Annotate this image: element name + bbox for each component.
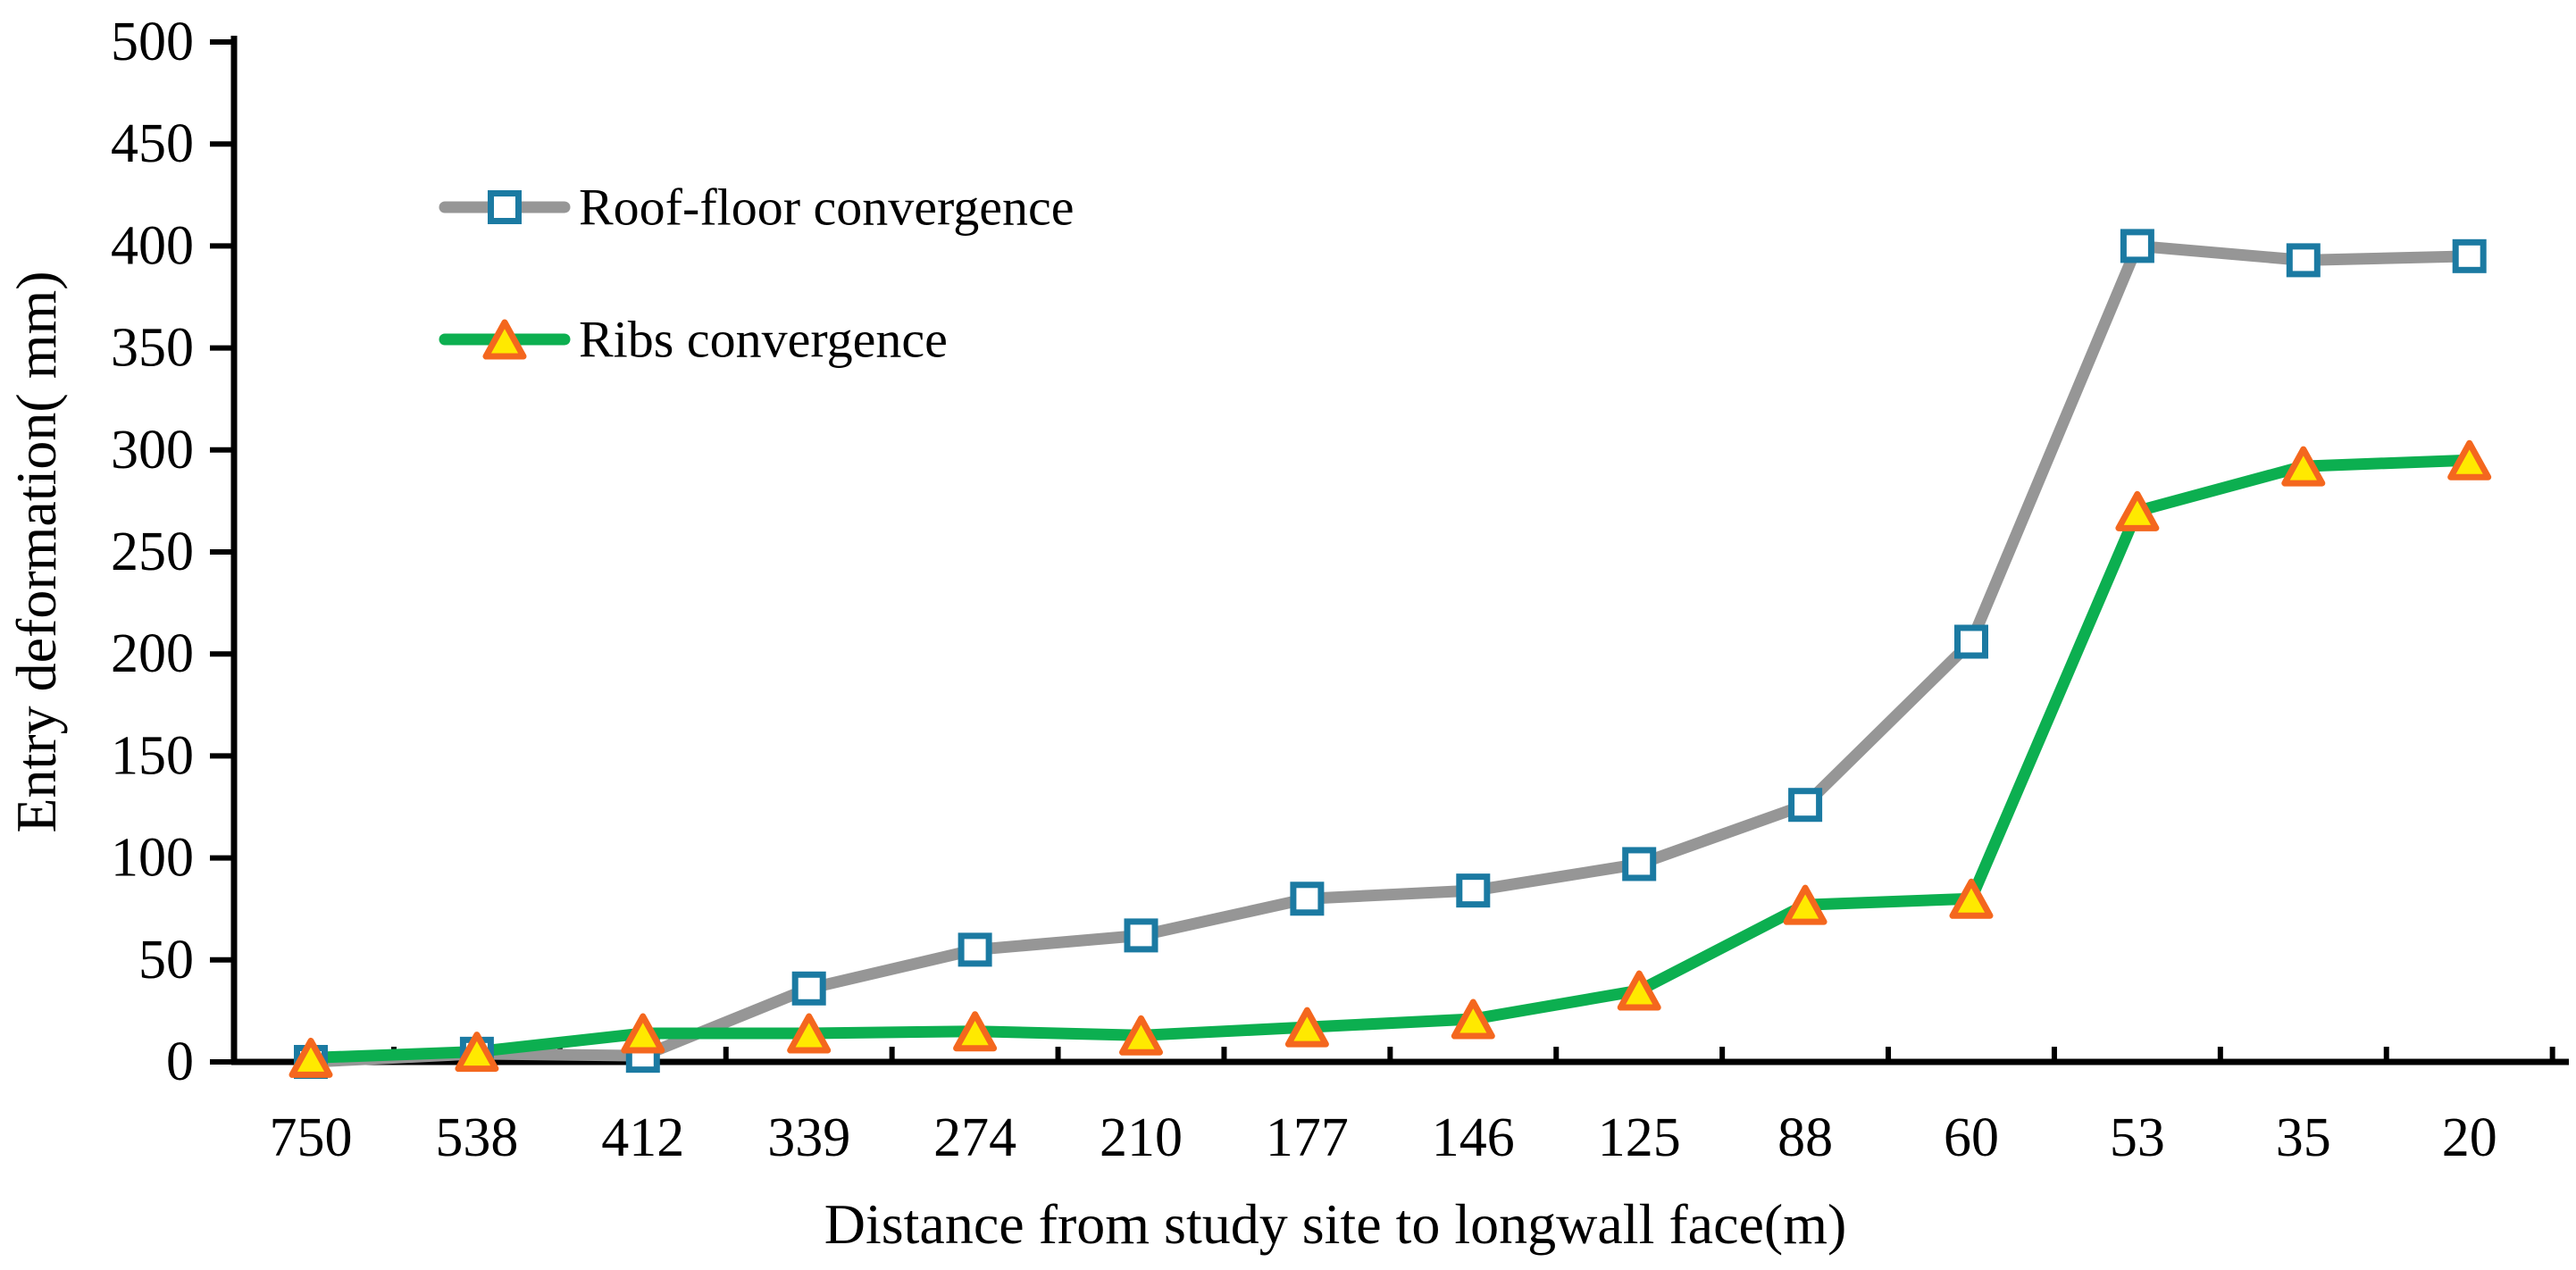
data-point-marker-triangle	[1119, 1015, 1163, 1056]
y-tick-label: 150	[111, 725, 194, 786]
legend-square-marker-icon	[488, 190, 522, 224]
x-tick-label: 210	[1100, 1107, 1183, 1168]
data-point-marker-square	[791, 971, 826, 1006]
x-tick-label: 20	[2442, 1107, 2497, 1168]
legend-triangle-marker-icon	[482, 319, 527, 360]
data-point-marker-square	[1622, 847, 1657, 881]
x-tick-label: 538	[435, 1107, 518, 1168]
y-tick-label: 500	[111, 12, 194, 72]
legend-label: Roof-floor convergence	[579, 179, 1075, 237]
data-point-marker-square	[1954, 624, 1988, 659]
data-point-marker-square	[1456, 873, 1491, 908]
x-tick-label: 750	[270, 1107, 353, 1168]
x-tick-label: 177	[1266, 1107, 1349, 1168]
legend: Roof-floor convergence Ribs convergence	[439, 179, 1075, 369]
x-axis-title: Distance from study site to longwall fac…	[824, 1192, 1847, 1256]
y-tick-label: 200	[111, 623, 194, 684]
data-point-marker-triangle	[621, 1013, 665, 1054]
y-tick-label: 450	[111, 113, 194, 174]
x-tick-label: 274	[933, 1107, 1016, 1168]
x-tick-label: 339	[767, 1107, 850, 1168]
legend-item-ribs-convergence: Ribs convergence	[439, 311, 948, 369]
data-point-marker-square	[2120, 229, 2154, 263]
data-point-marker-triangle	[1284, 1007, 1329, 1048]
series-line-roof-floor-convergence	[305, 239, 2476, 1068]
legend-label: Ribs convergence	[579, 311, 948, 369]
x-tick-label: 88	[1777, 1107, 1833, 1168]
data-point-marker-triangle	[2447, 439, 2492, 480]
data-point-marker-square	[2286, 243, 2321, 278]
x-tick-label: 125	[1598, 1107, 1681, 1168]
x-tick-label: 146	[1432, 1107, 1515, 1168]
data-point-marker-triangle	[953, 1011, 998, 1052]
data-point-marker-triangle	[1783, 884, 1827, 925]
data-point-marker-square	[2452, 238, 2487, 273]
data-point-marker-square	[1290, 881, 1325, 916]
y-tick-label: 350	[111, 318, 194, 379]
y-tick-label: 50	[138, 930, 194, 990]
x-tick-label: 412	[601, 1107, 684, 1168]
data-point-marker-square	[958, 932, 992, 967]
series-markers-ribs-convergence	[289, 439, 2492, 1078]
x-tick-label: 35	[2276, 1107, 2331, 1168]
series-line-ribs-convergence	[305, 454, 2476, 1064]
data-point-marker-triangle	[2281, 446, 2326, 487]
y-tick-label: 300	[111, 420, 194, 480]
data-point-marker-triangle	[455, 1032, 499, 1073]
data-point-marker-triangle	[1617, 970, 1661, 1011]
x-tick-label: 53	[2110, 1107, 2165, 1168]
y-axis-title: Entry deformation( mm)	[4, 271, 68, 832]
data-point-marker-triangle	[289, 1037, 333, 1078]
data-point-marker-triangle	[1451, 998, 1495, 1040]
y-tick-label: 100	[111, 828, 194, 889]
y-tick-label: 400	[111, 215, 194, 276]
x-tick-label: 60	[1944, 1107, 1999, 1168]
data-point-marker-square	[1124, 918, 1158, 953]
data-point-marker-triangle	[1949, 878, 1994, 919]
data-point-marker-triangle	[2115, 490, 2160, 531]
y-tick-label: 250	[111, 522, 194, 582]
data-point-marker-triangle	[787, 1013, 832, 1054]
y-tick-label: 0	[166, 1032, 194, 1092]
legend-item-roof-floor-convergence: Roof-floor convergence	[439, 179, 1075, 237]
data-point-marker-square	[1788, 788, 1823, 823]
